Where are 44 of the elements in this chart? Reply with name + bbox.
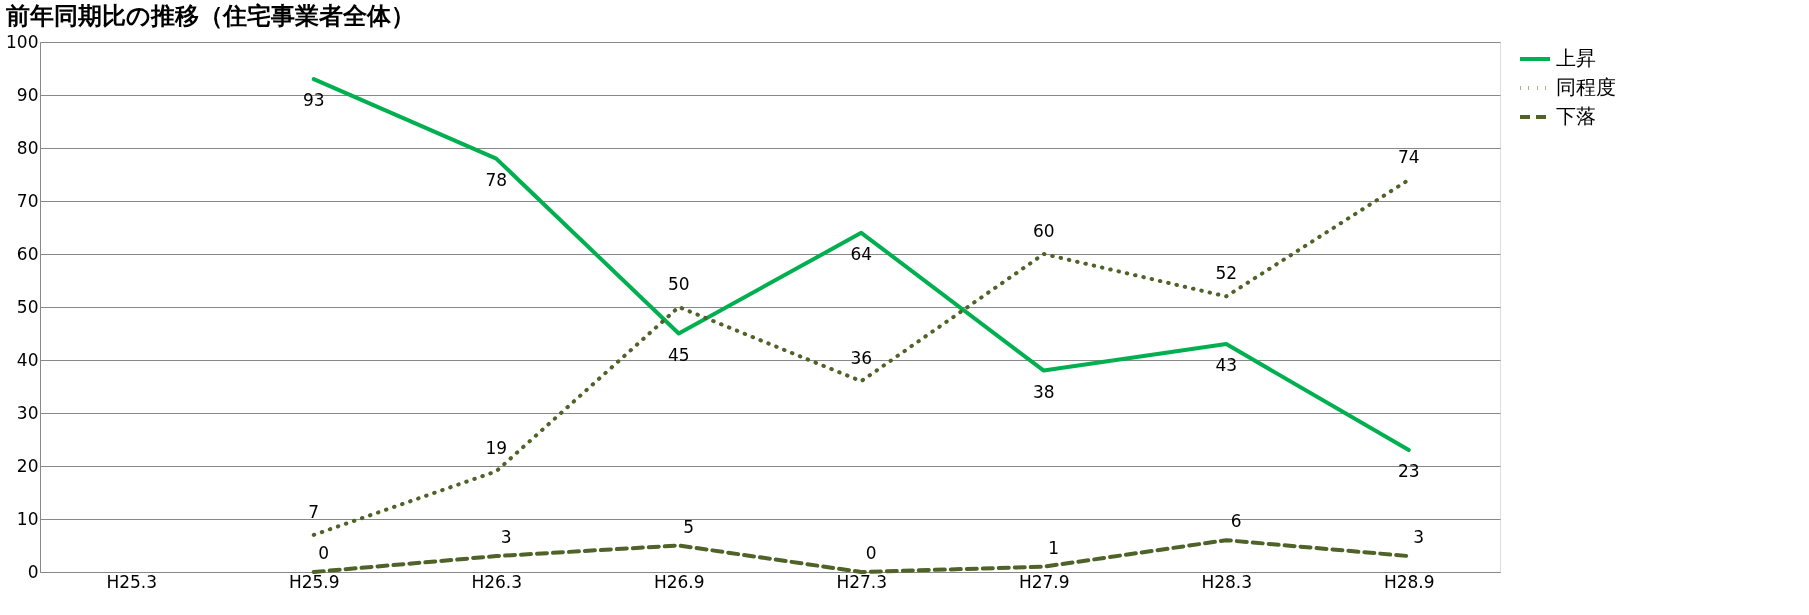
- data-label: 52: [1215, 263, 1238, 284]
- y-tick-label: 40: [16, 349, 39, 370]
- y-tick-label: 0: [27, 561, 39, 582]
- y-tick-label: 80: [16, 137, 39, 158]
- x-tick-label: H26.3: [471, 571, 523, 592]
- x-tick-label: H27.9: [1018, 571, 1070, 592]
- y-tick-label: 90: [16, 84, 39, 105]
- data-label: 5: [683, 516, 695, 537]
- chart-title: 前年同期比の推移（住宅事業者全体）: [4, 2, 415, 30]
- data-label: 6: [1230, 511, 1242, 532]
- y-tick-label: 30: [16, 402, 39, 423]
- data-label: 3: [1413, 527, 1425, 548]
- data-label: 50: [667, 274, 690, 294]
- legend-label: 同程度: [1556, 75, 1616, 99]
- x-tick-label: H28.9: [1383, 571, 1435, 592]
- legend-label: 下落: [1556, 104, 1596, 128]
- y-tick-label: 70: [16, 190, 39, 211]
- data-label: 93: [302, 90, 325, 111]
- data-label: 1: [1048, 537, 1060, 558]
- y-tick-label: 20: [16, 455, 39, 476]
- data-label: 74: [1397, 146, 1420, 167]
- y-tick-label: 50: [16, 296, 39, 317]
- x-tick-label: H25.9: [288, 571, 340, 592]
- data-label: 36: [850, 348, 873, 369]
- legend-label: 上昇: [1556, 46, 1596, 70]
- y-tick-label: 10: [16, 508, 39, 529]
- data-label: 38: [1032, 381, 1055, 402]
- y-tick-label: 60: [16, 243, 39, 264]
- data-label: 7: [308, 501, 320, 522]
- data-label: 45: [667, 344, 690, 365]
- data-label: 64: [850, 243, 873, 264]
- data-label: 0: [865, 543, 877, 563]
- data-label: 60: [1032, 221, 1055, 241]
- data-label: 0: [318, 543, 330, 563]
- y-tick-label: 100: [6, 31, 39, 52]
- data-label: 19: [485, 438, 508, 459]
- data-label: 78: [485, 169, 508, 190]
- data-label: 23: [1397, 461, 1420, 482]
- x-tick-label: H25.3: [106, 571, 158, 592]
- data-label: 3: [500, 527, 512, 548]
- data-label: 43: [1215, 355, 1238, 376]
- x-tick-label: H26.9: [653, 571, 705, 592]
- x-tick-label: H27.3: [836, 571, 888, 592]
- x-tick-label: H28.3: [1201, 571, 1253, 592]
